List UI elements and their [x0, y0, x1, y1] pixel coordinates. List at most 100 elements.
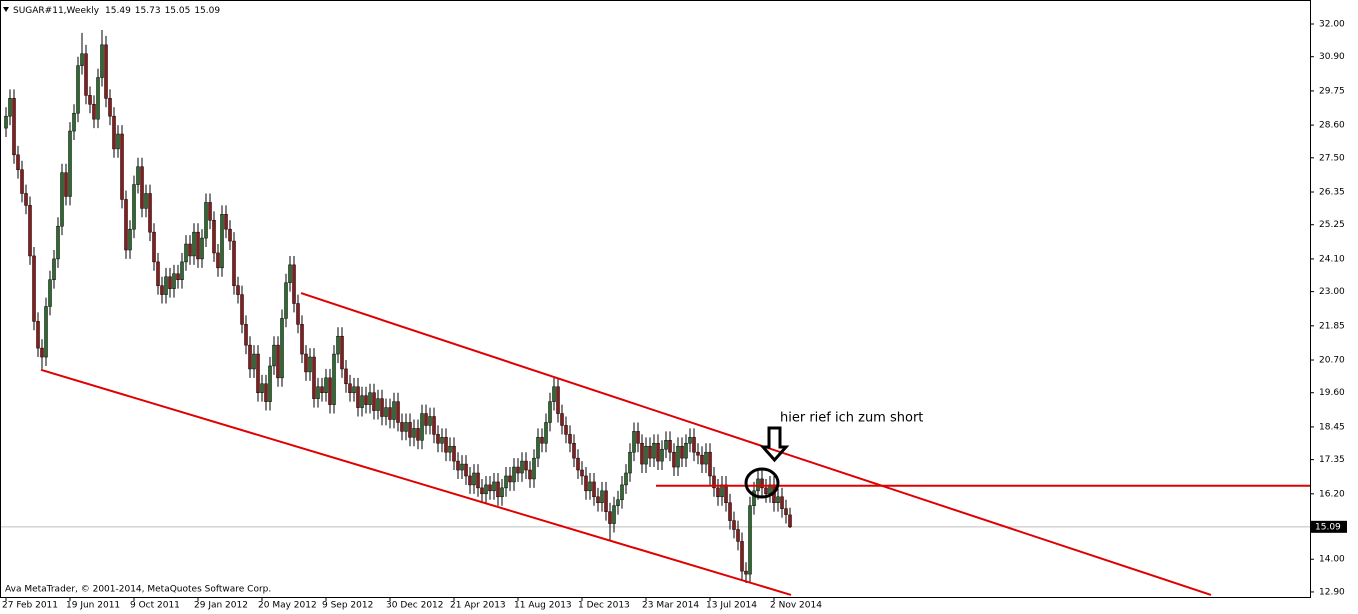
- candle-body: [136, 166, 140, 185]
- candle-body: [700, 454, 704, 465]
- y-tick-label: 23.00: [1319, 287, 1345, 297]
- candle-body: [36, 321, 40, 349]
- y-tick-label: 24.10: [1319, 254, 1345, 264]
- candle-body: [152, 231, 156, 263]
- candle-body: [776, 496, 780, 503]
- candle-body: [396, 401, 400, 423]
- x-tick-label: 13 Jul 2014: [706, 601, 757, 611]
- candle-body: [476, 472, 480, 489]
- candle-body: [272, 344, 276, 367]
- candle-body: [708, 451, 712, 477]
- candle-body: [432, 416, 436, 435]
- y-tick-label: 29.75: [1319, 86, 1345, 96]
- candle-body: [436, 434, 440, 444]
- candle-body: [516, 466, 520, 474]
- candle-body: [296, 303, 300, 325]
- candle-body: [412, 428, 416, 438]
- candle-body: [684, 443, 688, 459]
- candle-body: [540, 437, 544, 444]
- candle-body: [676, 445, 680, 468]
- candle-body: [252, 353, 256, 370]
- candle-body: [648, 445, 652, 459]
- candle-body: [4, 115, 8, 129]
- candle-body: [536, 437, 540, 459]
- x-tick-label: 23 Mar 2014: [642, 601, 699, 611]
- candle-body: [660, 448, 664, 462]
- candle-body: [8, 98, 12, 117]
- candle-body: [160, 285, 164, 295]
- candle-body: [108, 98, 112, 117]
- candle-body: [308, 356, 312, 373]
- candle-body: [344, 368, 348, 385]
- candle-body: [672, 451, 676, 468]
- x-tick-label: 27 Feb 2011: [2, 601, 58, 611]
- y-tick-label: 27.50: [1319, 153, 1345, 163]
- y-tick-label: 25.25: [1319, 220, 1345, 230]
- marks: [1, 29, 1310, 596]
- candle-body: [24, 193, 28, 206]
- candle-body: [300, 324, 304, 355]
- candle-body: [76, 65, 80, 114]
- y-tick-label: 26.35: [1319, 188, 1345, 198]
- candle-body: [592, 481, 596, 498]
- candle-body: [376, 398, 380, 411]
- candle-body: [288, 264, 292, 283]
- candle-body: [492, 481, 496, 492]
- candle-body: [80, 53, 84, 66]
- candle-body: [544, 422, 548, 444]
- candle-body: [784, 508, 788, 515]
- candle-body: [112, 115, 116, 150]
- y-tick-label: 32.00: [1319, 20, 1345, 30]
- candle-body: [116, 133, 120, 150]
- candle-body: [244, 324, 248, 346]
- candle-body: [268, 365, 272, 402]
- candle-body: [144, 193, 148, 209]
- candle-body: [140, 166, 144, 209]
- y-tick-label: 19.60: [1319, 388, 1345, 398]
- candle-body: [384, 407, 388, 417]
- candle-body: [372, 392, 376, 411]
- candle-body: [780, 496, 784, 509]
- candle-body: [192, 231, 196, 257]
- candle-body: [656, 443, 660, 462]
- candle-body: [472, 472, 476, 486]
- y-tick-label: 17.35: [1319, 455, 1345, 465]
- candle-body: [424, 413, 428, 426]
- candle-body: [764, 487, 768, 495]
- candle-body: [184, 243, 188, 263]
- candle-body: [480, 487, 484, 495]
- y-tick-label: 16.20: [1319, 489, 1345, 499]
- candle-body: [788, 514, 792, 528]
- candle-body: [276, 344, 280, 379]
- candle-body: [324, 377, 328, 393]
- candle-body: [264, 383, 268, 402]
- candle-body: [260, 383, 264, 393]
- trendline: [40, 368, 792, 596]
- candle-body: [744, 570, 748, 575]
- candle-body: [400, 422, 404, 432]
- candle-body: [28, 205, 32, 257]
- x-tick-label: 29 Jan 2012: [194, 601, 248, 611]
- candle-body: [328, 377, 332, 405]
- annotation: hier rief ich zum short: [780, 411, 923, 426]
- highlight-circle: [744, 467, 780, 499]
- candle-body: [320, 386, 324, 393]
- price-label-box: [1311, 520, 1347, 533]
- y-tick-label: 20.70: [1319, 356, 1345, 366]
- candle-body: [16, 154, 20, 170]
- candle-body: [312, 356, 316, 399]
- candle-body: [428, 416, 432, 426]
- candle-body: [532, 457, 536, 480]
- x-tick-label: 21 Apr 2013: [450, 601, 506, 611]
- candle-body: [12, 98, 16, 156]
- candle-body: [356, 386, 360, 408]
- candle-body: [52, 258, 56, 280]
- candle-body: [128, 228, 132, 251]
- candle-body: [348, 383, 352, 393]
- candle-body: [552, 386, 556, 402]
- candle-body: [664, 440, 668, 450]
- candle-body: [416, 428, 420, 441]
- candle-body: [284, 282, 288, 319]
- candle-body: [640, 443, 644, 465]
